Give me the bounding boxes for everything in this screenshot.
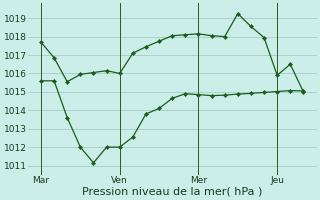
X-axis label: Pression niveau de la mer( hPa ): Pression niveau de la mer( hPa ) <box>82 187 262 197</box>
